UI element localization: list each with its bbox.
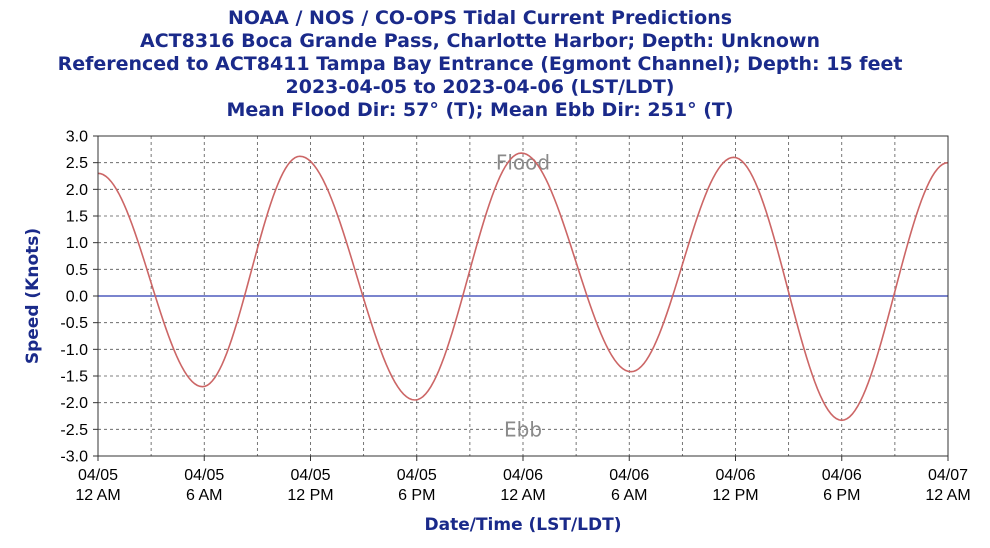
y-tick-label-12: -3.0	[60, 449, 88, 466]
x-tick-time-5: 6 AM	[611, 487, 647, 504]
chart-title: NOAA / NOS / CO-OPS Tidal Current Predic…	[58, 7, 903, 121]
title-line-3: Referenced to ACT8411 Tampa Bay Entrance…	[58, 53, 903, 75]
x-tick-date-3: 04/05	[397, 467, 437, 484]
x-tick-date-8: 04/07	[928, 467, 968, 484]
y-tick-label-8: -1.0	[60, 342, 88, 359]
plot-frame	[97, 135, 949, 457]
x-tick-time-0: 12 AM	[75, 487, 120, 504]
y-tick-label-10: -2.0	[60, 395, 88, 412]
title-line-5: Mean Flood Dir: 57° (T); Mean Ebb Dir: 2…	[226, 99, 733, 121]
x-tick-date-6: 04/06	[715, 467, 755, 484]
y-tick-label-3: 1.5	[66, 209, 88, 226]
y-tick-label-6: 0.0	[66, 289, 88, 306]
x-tick-time-8: 12 AM	[925, 487, 970, 504]
x-tick-date-2: 04/05	[290, 467, 330, 484]
y-axis-title: Speed (Knots)	[23, 228, 43, 364]
x-axis-title: Date/Time (LST/LDT)	[425, 515, 622, 535]
y-tick-label-7: -0.5	[60, 315, 88, 332]
x-tick-date-5: 04/06	[609, 467, 649, 484]
y-tick-label-0: 3.0	[66, 129, 88, 146]
y-tick-label-1: 2.5	[66, 155, 88, 172]
x-tick-time-1: 6 AM	[186, 487, 222, 504]
title-line-2: ACT8316 Boca Grande Pass, Charlotte Harb…	[140, 30, 820, 52]
title-line-1: NOAA / NOS / CO-OPS Tidal Current Predic…	[228, 7, 732, 29]
y-tick-label-9: -1.5	[60, 369, 88, 386]
x-tick-date-7: 04/06	[822, 467, 862, 484]
series-line	[97, 152, 949, 422]
y-axis-ticks: 3.0 2.5 2.0 1.5 1.0 0.5 0.0 -0.5 -1.0 -1.5 -2.0 -2.…	[60, 129, 98, 466]
x-tick-time-2: 12 PM	[287, 487, 333, 504]
x-tick-date-4: 04/06	[503, 467, 543, 484]
y-tick-label-2: 2.0	[66, 182, 88, 199]
x-tick-time-7: 6 PM	[823, 487, 860, 504]
x-axis-ticks: 04/05 12 AM 04/05 6 AM 04/05 12 PM 04/05 6 PM 04…	[75, 456, 971, 504]
title-line-4: 2023-04-05 to 2023-04-06 (LST/LDT)	[286, 76, 675, 98]
x-tick-time-3: 6 PM	[398, 487, 435, 504]
y-tick-label-11: -2.5	[60, 422, 88, 439]
x-tick-time-4: 12 AM	[500, 487, 545, 504]
y-tick-label-4: 1.0	[66, 235, 88, 252]
y-tick-label-5: 0.5	[66, 262, 88, 279]
ebb-annotation: Ebb	[504, 417, 542, 441]
x-tick-date-1: 04/05	[184, 467, 224, 484]
x-tick-date-0: 04/05	[78, 467, 118, 484]
x-tick-time-6: 12 PM	[712, 487, 758, 504]
grid-lines	[98, 136, 948, 456]
